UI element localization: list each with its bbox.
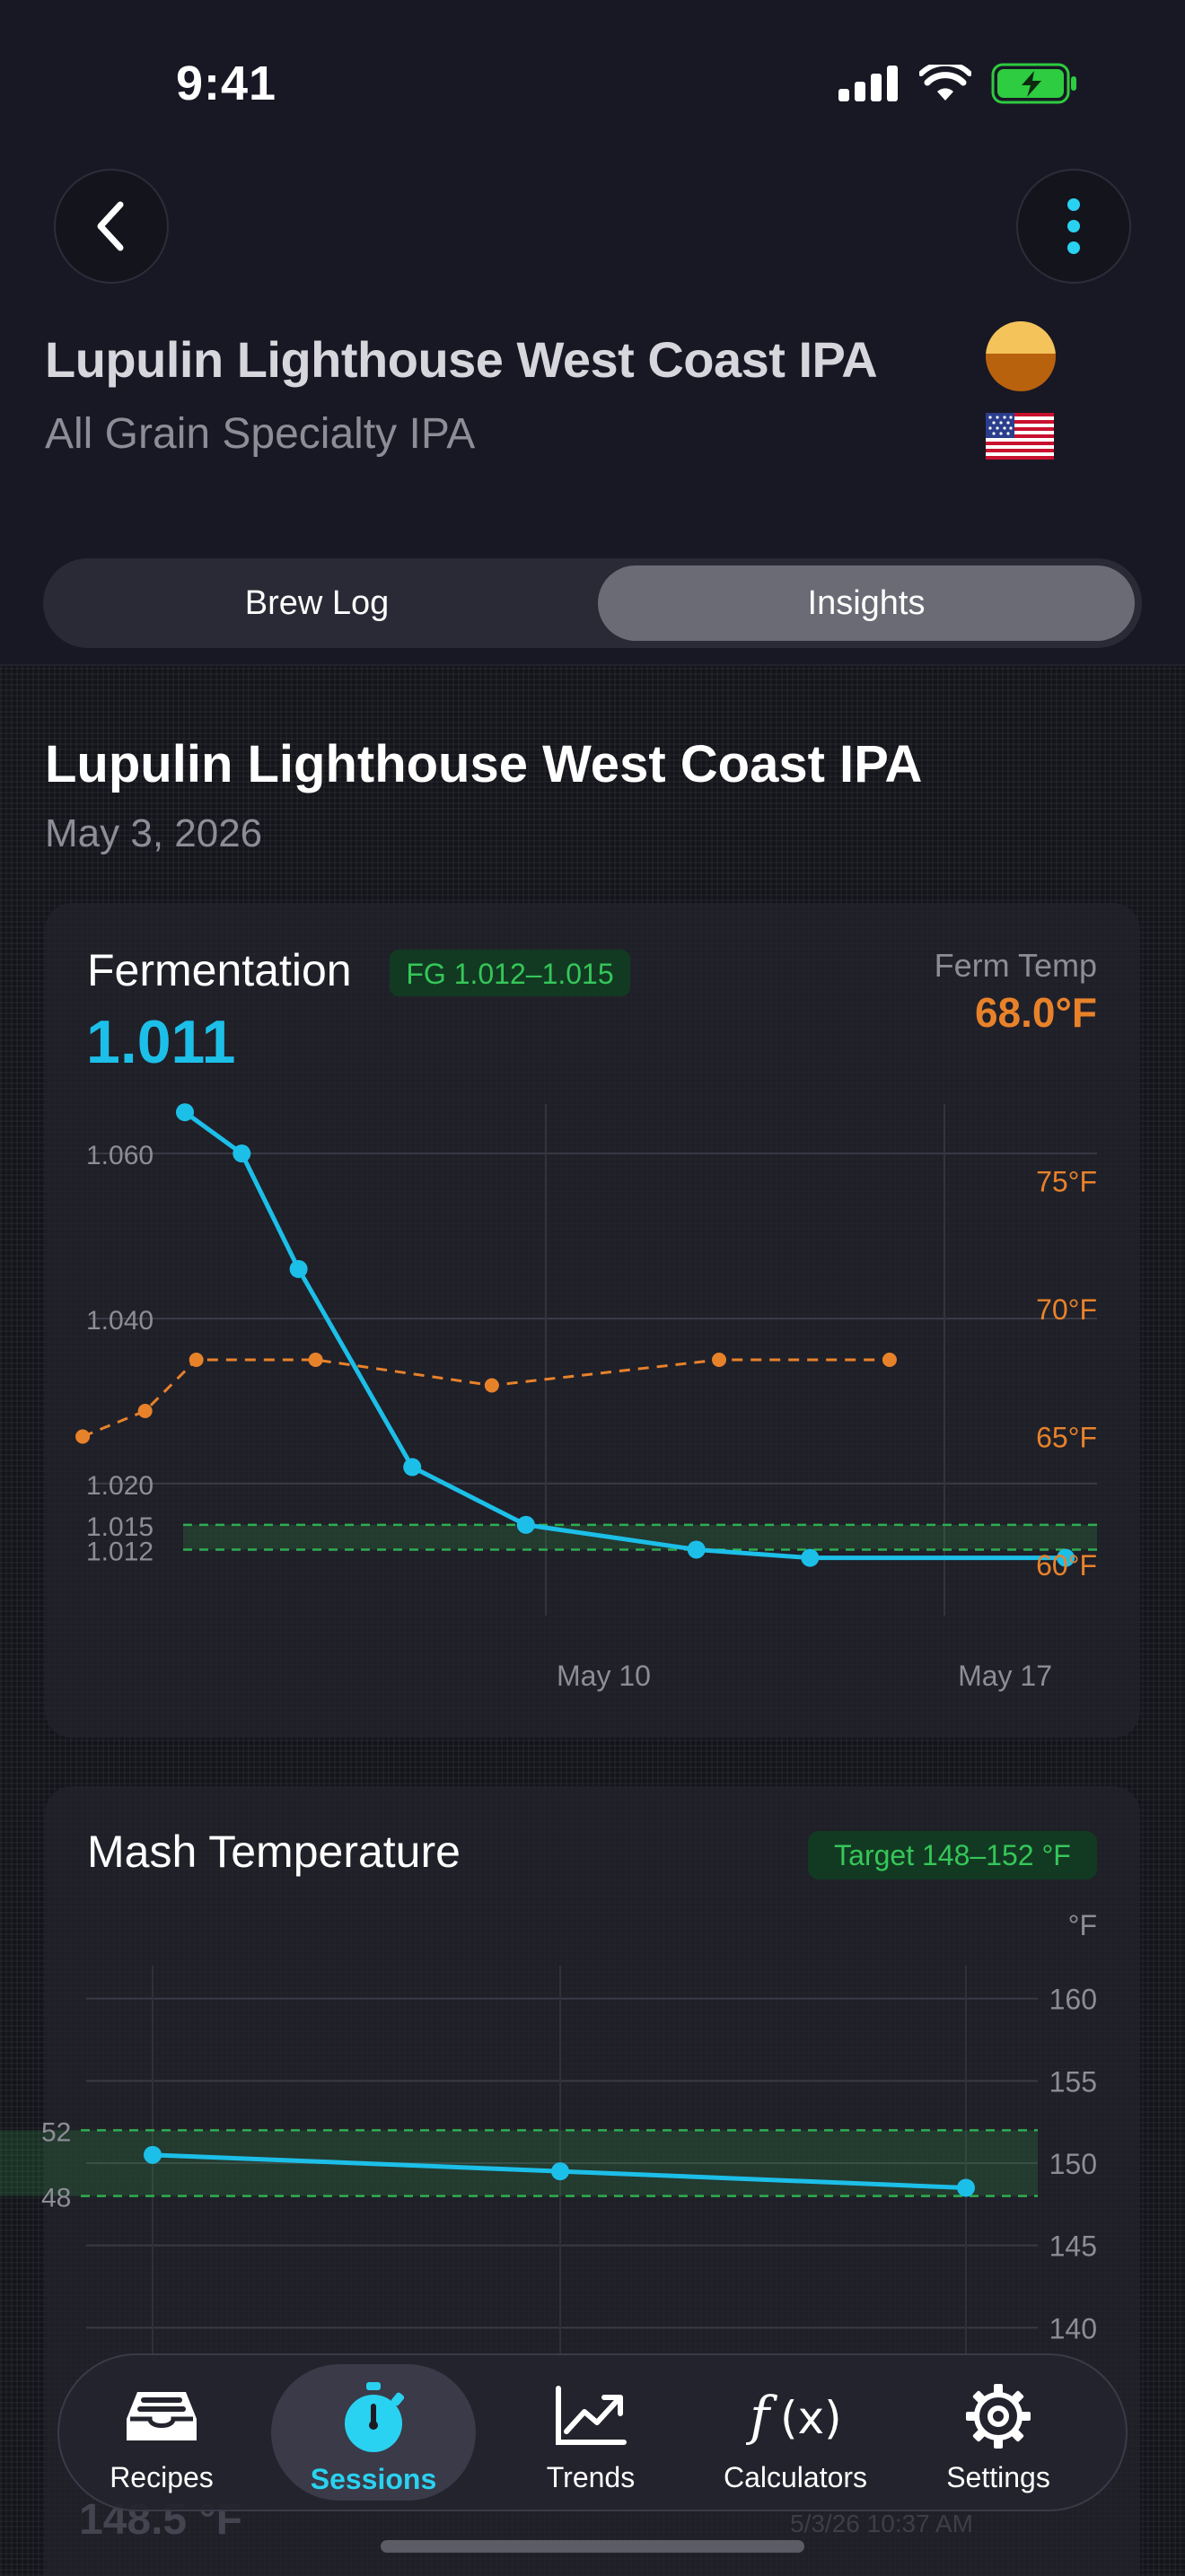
tab-calculators[interactable]: ƒ (x) Calculators (693, 2355, 898, 2510)
ferm-temp-point (712, 1353, 727, 1367)
bottom-tab-bar: Recipes Sessions Trends ƒ (57, 2353, 1128, 2511)
inbox-tray-icon (127, 2392, 197, 2440)
behind-timestamp: 5/3/26 10:37 AM (790, 2510, 973, 2537)
recipe-style: All Grain Specialty IPA (45, 410, 476, 458)
ferm-temp-tick-label: 70°F (1036, 1293, 1097, 1326)
function-icon: ƒ (x) (746, 2386, 842, 2448)
mash-tick-label: 140 (1049, 2312, 1097, 2344)
svg-text:ƒ: ƒ (746, 2386, 778, 2448)
ferm-gravity-point (233, 1144, 251, 1163)
ferm-gravity-point (1057, 1548, 1075, 1567)
mash-tick-label: 155 (1049, 2065, 1097, 2098)
tab-label: Calculators (723, 2461, 868, 2493)
ferm-gravity-point (176, 1103, 194, 1122)
ferm-temp-point (75, 1429, 91, 1444)
fermentation-card (45, 903, 1140, 1738)
fg-badge (390, 950, 630, 996)
ferm-temp-point (882, 1353, 897, 1367)
view-segmented-control: Brew Log Insights (43, 558, 1142, 648)
ferm-gravity-tick-label: 1.060 (86, 1141, 154, 1170)
mash-band-label: 52 (41, 2117, 71, 2147)
ferm-temp-tick-label: 65°F (1036, 1422, 1097, 1454)
ferm-temp-point (308, 1353, 323, 1367)
tab-label: Settings (946, 2461, 1050, 2493)
current-gravity: 1.011 (86, 1008, 235, 1076)
ferm-temp-line (82, 1358, 890, 1438)
home-indicator (381, 2540, 804, 2553)
tab-sessions[interactable]: Sessions (271, 2364, 476, 2501)
tab-label: Trends (546, 2461, 636, 2493)
ferm-gravity-point (403, 1458, 422, 1476)
session-title: Lupulin Lighthouse West Coast IPA (45, 735, 923, 793)
us-flag-icon (986, 413, 1054, 460)
cellular-signal-icon (838, 66, 898, 101)
ferm-temp-tick-label: 60°F (1036, 1549, 1097, 1582)
trend-chart-icon (556, 2386, 627, 2445)
ferm-temp-value: 68.0°F (975, 989, 1097, 1036)
status-bar: 9:41 (0, 0, 1185, 171)
vertical-ellipsis-icon (1067, 198, 1080, 254)
ferm-gravity-tick-label: 1.015 (86, 1512, 154, 1542)
ferm-date-tick-label: May 17 (958, 1660, 1052, 1692)
wifi-icon (919, 65, 971, 101)
mash-temp-point (144, 2145, 162, 2164)
status-icons (838, 63, 1077, 104)
ferm-temp-point (484, 1378, 499, 1393)
recipe-title: Lupulin Lighthouse West Coast IPA (45, 331, 878, 388)
fg-badge-label: FG 1.012–1.015 (406, 958, 613, 990)
status-time: 9:41 (176, 57, 277, 110)
stopwatch-icon (345, 2382, 405, 2452)
svg-text:(x): (x) (780, 2392, 842, 2444)
tab-settings[interactable]: Settings (896, 2355, 1101, 2510)
ferm-gravity-point (687, 1540, 706, 1559)
mash-unit-label: °F (1068, 1909, 1097, 1941)
ferm-gravity-point (516, 1515, 535, 1534)
ferm-date-tick-label: May 10 (557, 1660, 651, 1692)
ferm-gravity-tick-label: 1.012 (86, 1537, 154, 1566)
fg-target-band (183, 1524, 1097, 1550)
mash-tick-label: 145 (1049, 2230, 1097, 2263)
back-button[interactable] (54, 169, 169, 284)
ferm-gravity-point (289, 1259, 308, 1278)
mash-tick-label: 150 (1049, 2148, 1097, 2180)
tab-insights[interactable]: Insights (598, 565, 1135, 641)
ferm-gravity-point (801, 1548, 820, 1567)
ferm-gravity-tick-label: 1.020 (86, 1471, 154, 1501)
ferm-gravity-line (183, 1110, 1066, 1561)
more-options-button[interactable] (1016, 169, 1131, 284)
tab-trends[interactable]: Trends (488, 2355, 693, 2510)
mash-tick-label: 160 (1049, 1984, 1097, 2016)
tab-recipes[interactable]: Recipes (59, 2355, 264, 2510)
gear-icon (966, 2384, 1031, 2449)
ferm-temp-point (189, 1353, 204, 1367)
tab-brew-log[interactable]: Brew Log (244, 583, 390, 622)
battery-charging-icon (991, 63, 1076, 104)
ferm-temp-label: Ferm Temp (935, 947, 1097, 984)
mash-target-label: Target 148–152 °F (834, 1839, 1071, 1871)
ferm-temp-point (137, 1404, 153, 1418)
session-date: May 3, 2026 (45, 811, 263, 855)
chevron-left-icon (97, 201, 124, 251)
mash-temp-point (957, 2178, 975, 2197)
mash-temp-point (551, 2162, 569, 2181)
mash-target-badge (808, 1831, 1097, 1879)
tab-label: Recipes (110, 2461, 214, 2493)
fermentation-title: Fermentation (87, 945, 352, 995)
ferm-temp-tick-label: 75°F (1036, 1166, 1097, 1198)
mash-title: Mash Temperature (87, 1827, 461, 1877)
mash-band-label: 48 (41, 2184, 71, 2213)
ferm-gravity-tick-label: 1.040 (86, 1306, 154, 1336)
tab-label: Sessions (310, 2463, 437, 2495)
